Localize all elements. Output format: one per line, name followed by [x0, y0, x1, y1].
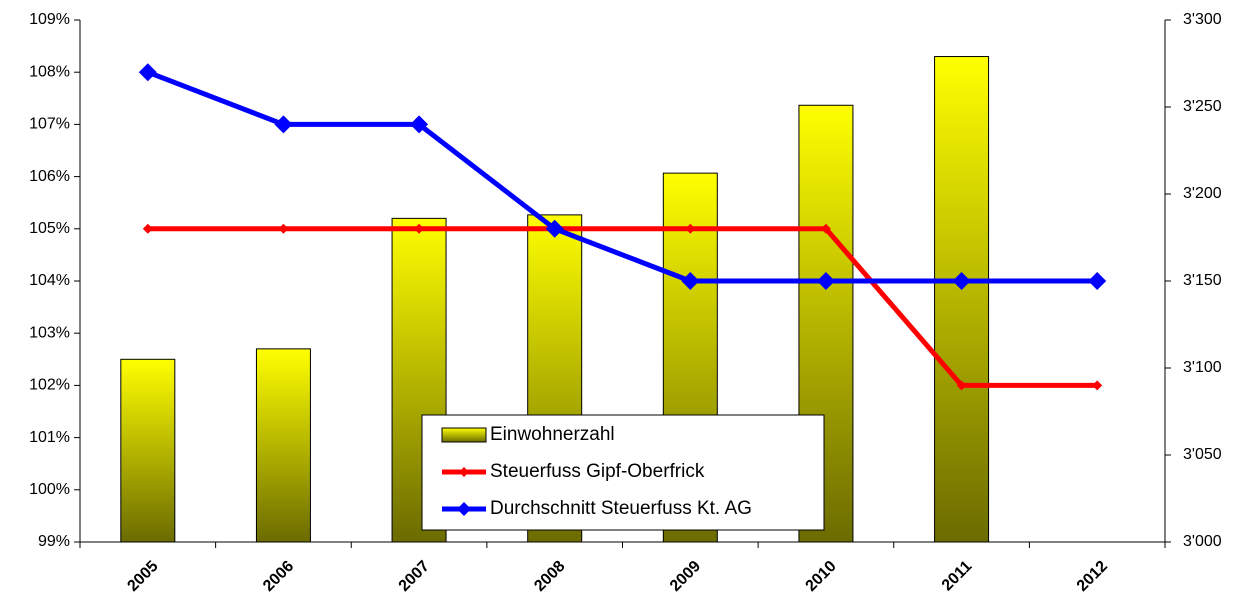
line-marker [274, 115, 293, 134]
y2-tick-label: 3'000 [1183, 533, 1222, 550]
line-marker [278, 223, 289, 234]
line-marker [816, 272, 835, 290]
x-tick-label: 2007 [396, 558, 433, 595]
line-marker [952, 272, 971, 290]
x-tick-label: 2011 [939, 558, 976, 595]
legend-swatch [457, 502, 471, 516]
y-tick-label: 100% [29, 481, 70, 498]
legend-swatch [441, 427, 487, 443]
line-marker [820, 223, 831, 234]
x-tick-label: 2009 [667, 558, 704, 595]
y-tick-label: 101% [29, 429, 70, 446]
y-tick-label: 106% [29, 168, 70, 185]
x-tick-label: 2012 [1074, 558, 1111, 595]
y2-tick-label: 3'150 [1183, 272, 1222, 289]
line-marker [142, 223, 153, 234]
line-marker [681, 272, 700, 290]
line-marker [410, 115, 429, 134]
legend-label: Einwohnerzahl [490, 424, 615, 445]
y2-tick-label: 3'300 [1183, 11, 1222, 28]
legend-box [421, 414, 825, 531]
y-tick-label: 107% [29, 116, 70, 133]
line-marker [1088, 272, 1107, 290]
bar [934, 56, 990, 543]
y-tick-label: 99% [38, 533, 70, 550]
y2-tick-label: 3'250 [1183, 98, 1222, 115]
line-marker [956, 380, 967, 391]
legend-swatch [459, 467, 469, 477]
bar [255, 348, 311, 543]
x-tick-label: 2006 [260, 558, 297, 595]
line-marker [1092, 380, 1103, 391]
line-marker [545, 219, 564, 238]
y-tick-label: 108% [29, 63, 70, 80]
line-marker [685, 223, 696, 234]
x-tick-label: 2010 [803, 558, 840, 595]
legend-label: Durchschnitt Steuerfuss Kt. AG [490, 498, 752, 519]
legend-label: Steuerfuss Gipf-Oberfrick [490, 461, 705, 482]
x-tick-label: 2008 [531, 558, 568, 595]
y-tick-label: 102% [29, 377, 70, 394]
line-marker [414, 223, 425, 234]
line-marker [138, 63, 157, 82]
y-tick-label: 105% [29, 220, 70, 237]
y-tick-label: 103% [29, 324, 70, 341]
y2-tick-label: 3'050 [1183, 446, 1222, 463]
line-series [146, 69, 1098, 284]
y2-tick-label: 3'100 [1183, 359, 1222, 376]
y2-tick-label: 3'200 [1183, 185, 1222, 202]
x-tick-label: 2005 [124, 558, 161, 595]
bar [120, 358, 176, 543]
y-tick-label: 104% [29, 272, 70, 289]
y-tick-label: 109% [29, 11, 70, 28]
line-series [147, 226, 1098, 388]
